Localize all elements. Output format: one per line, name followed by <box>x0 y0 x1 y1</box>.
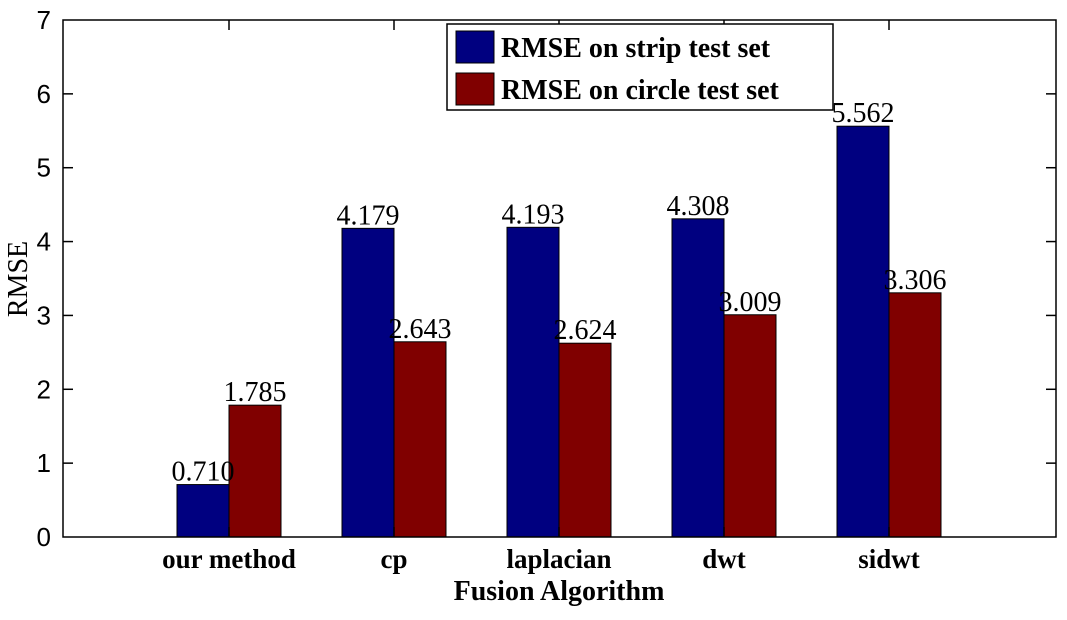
x-tick-label-0: our method <box>162 544 296 574</box>
bar-strip-3 <box>671 218 725 538</box>
y-axis-title: RMSE <box>3 241 34 317</box>
bar-circle-1 <box>393 341 447 538</box>
bar-strip-4 <box>836 125 890 538</box>
x-axis-title: Fusion Algorithm <box>454 576 665 607</box>
legend-label-strip: RMSE on strip test set <box>501 33 771 64</box>
ticks-layer: 0 1 2 3 4 5 6 7 our method cp laplacian dwt sidwt <box>37 5 1056 574</box>
x-tick-label-2: laplacian <box>506 544 611 574</box>
data-label-circle-2: 2.624 <box>554 315 617 346</box>
bar-circle-3 <box>723 314 777 538</box>
legend-label-circle: RMSE on circle test set <box>501 75 780 106</box>
legend-swatch-strip <box>455 30 495 64</box>
data-label-strip-4: 5.562 <box>832 98 895 129</box>
bar-circle-0 <box>228 404 282 538</box>
y-tick-label-4: 4 <box>37 227 51 257</box>
legend-swatch-circle <box>455 72 495 106</box>
y-tick-label-7: 7 <box>37 5 51 35</box>
x-tick-label-3: dwt <box>702 544 746 574</box>
data-label-circle-0: 1.785 <box>224 377 287 408</box>
data-label-circle-1: 2.643 <box>389 314 452 345</box>
bar-circle-4 <box>888 292 942 538</box>
y-tick-label-5: 5 <box>37 153 51 183</box>
data-label-strip-0: 0.710 <box>172 457 235 488</box>
data-label-strip-1: 4.179 <box>337 200 400 231</box>
x-tick-label-4: sidwt <box>858 544 920 574</box>
y-tick-label-3: 3 <box>37 300 51 330</box>
x-tick-label-1: cp <box>381 544 408 574</box>
bar-strip-2 <box>506 226 560 538</box>
y-tick-label-0: 0 <box>37 522 51 552</box>
data-label-circle-4: 3.306 <box>884 265 947 296</box>
bar-circle-2 <box>558 342 612 538</box>
data-label-strip-2: 4.193 <box>502 199 565 230</box>
bars-layer <box>176 125 942 538</box>
legend-box <box>446 23 834 111</box>
bar-strip-0 <box>176 484 230 538</box>
y-tick-label-2: 2 <box>37 374 51 404</box>
data-labels-layer: 0.710 1.785 4.179 2.643 4.193 2.624 4.308 3.009… <box>172 98 947 487</box>
y-tick-label-1: 1 <box>37 448 51 478</box>
legend: RMSE on strip test set RMSE on circle te… <box>446 23 834 111</box>
y-tick-label-6: 6 <box>37 79 51 109</box>
bar-strip-1 <box>341 227 395 538</box>
data-label-strip-3: 4.308 <box>667 191 730 222</box>
data-label-circle-3: 3.009 <box>719 287 782 318</box>
